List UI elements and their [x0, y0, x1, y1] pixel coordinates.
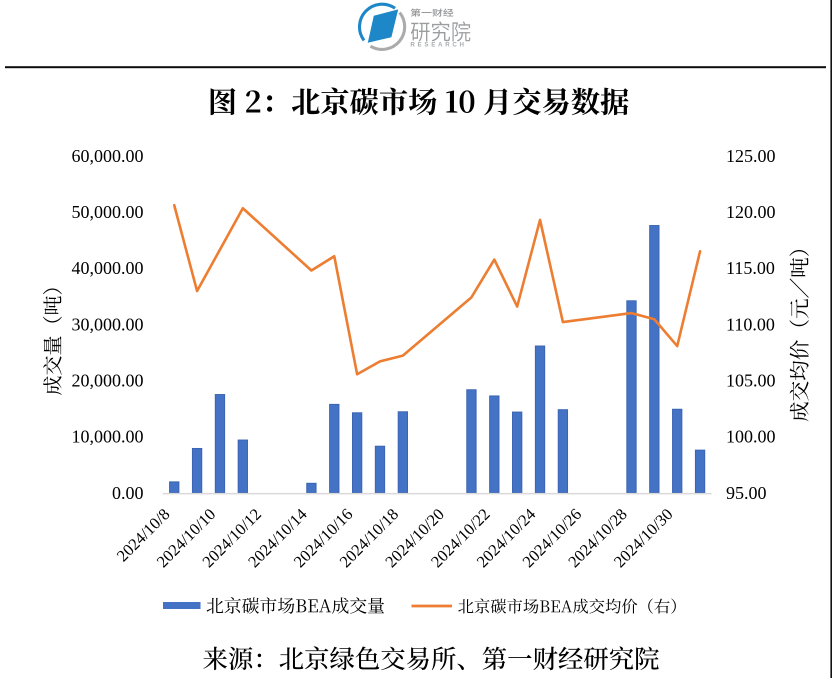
svg-text:RESEARCH: RESEARCH [410, 42, 466, 49]
svg-text:120.00: 120.00 [726, 202, 776, 222]
svg-text:20,000.00: 20,000.00 [72, 371, 144, 391]
svg-text:30,000.00: 30,000.00 [72, 314, 144, 334]
svg-text:95.00: 95.00 [726, 483, 767, 503]
svg-text:40,000.00: 40,000.00 [72, 258, 144, 278]
svg-text:50,000.00: 50,000.00 [72, 202, 144, 222]
svg-text:0.00: 0.00 [112, 483, 144, 503]
svg-text:115.00: 115.00 [726, 258, 775, 278]
svg-text:105.00: 105.00 [726, 371, 776, 391]
svg-text:125.00: 125.00 [726, 146, 776, 166]
svg-text:60,000.00: 60,000.00 [72, 146, 144, 166]
svg-text:110.00: 110.00 [726, 314, 775, 334]
svg-text:10,000.00: 10,000.00 [72, 427, 144, 447]
svg-text:100.00: 100.00 [726, 427, 776, 447]
